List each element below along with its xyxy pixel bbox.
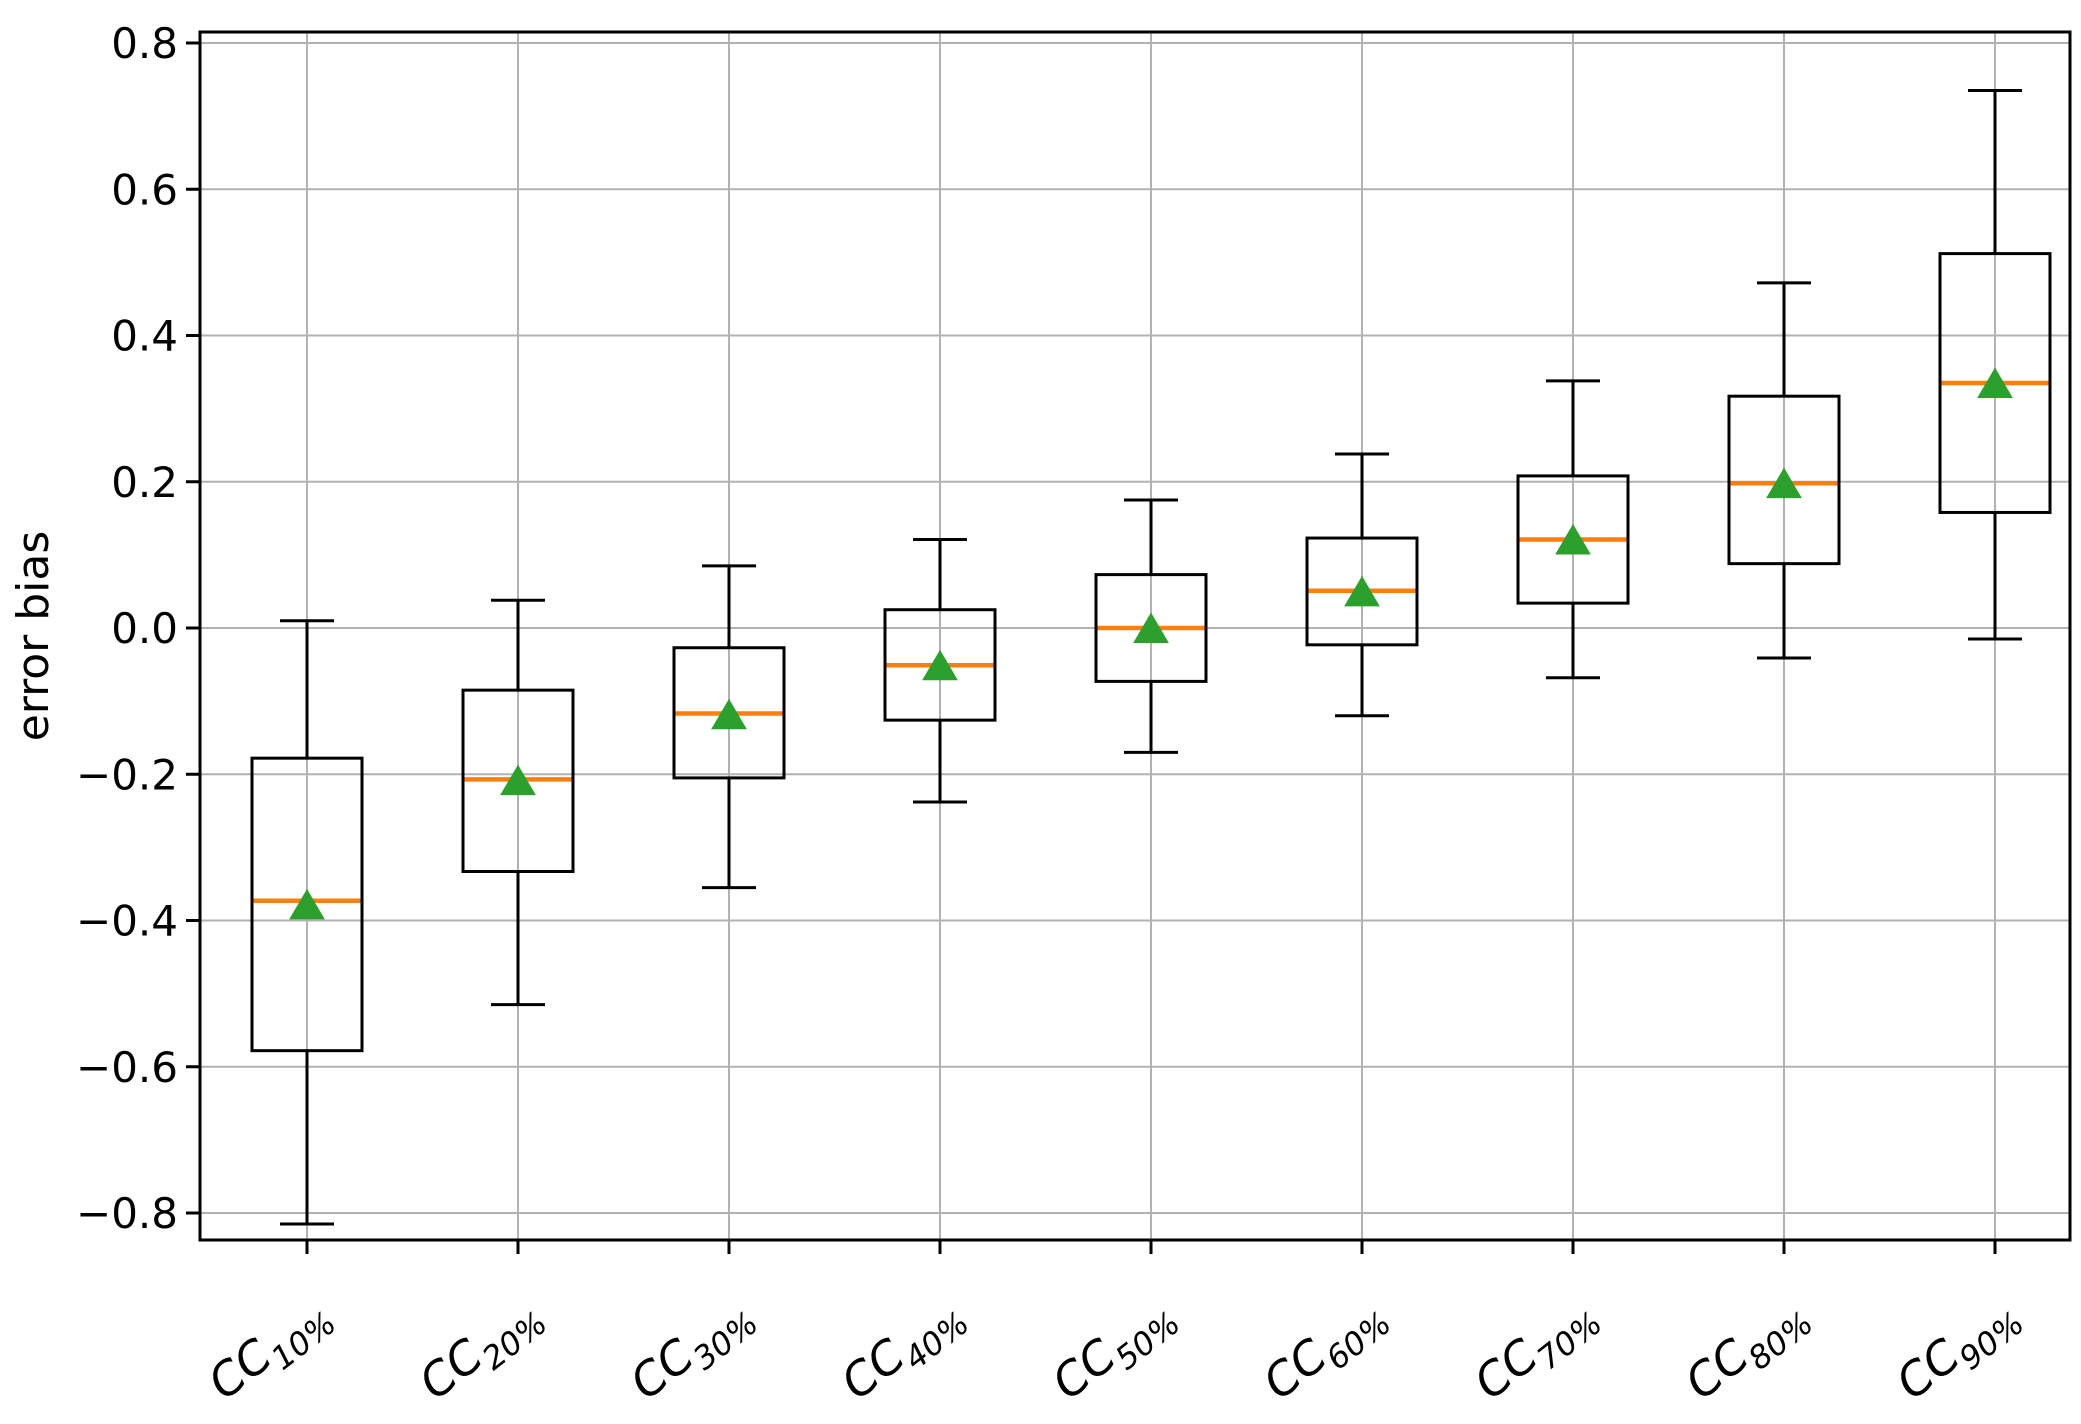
y-tick-label: 0.6 [111,165,178,214]
box-CC90% [1938,89,2052,641]
x-tick-label-CC20%: CC20% [409,1284,554,1417]
iqr-box [250,756,364,1053]
y-axis-label: error bias [8,531,59,742]
axes-frame-layer [198,30,2072,1242]
iqr-box [461,688,575,874]
iqr-box [1938,252,2052,514]
box-CC30% [672,564,786,890]
x-tick-label-CC40%: CC40% [831,1284,976,1417]
mean-triangle-marker [1977,367,2013,398]
mean-triangle-marker [1766,467,1802,499]
y-tick-label: −0.4 [76,897,178,946]
iqr-box [672,646,786,780]
y-tick-label: 0.2 [111,458,178,507]
x-tick-label-CC50%: CC50% [1042,1284,1187,1417]
box-CC80% [1727,281,1841,660]
mean-triangle-marker [922,649,958,681]
x-tick-label-CC10%: CC10% [198,1284,343,1417]
y-tick-label: 0.4 [111,312,178,361]
y-tick-label: −0.6 [76,1043,178,1092]
mean-triangle-marker [1133,612,1169,643]
mean-triangle-marker [1555,523,1591,555]
x-tick-label-CC30%: CC30% [620,1284,765,1417]
x-tick-label-CC90%: CC90% [1886,1284,2031,1417]
y-tick-label: 0.0 [111,604,178,653]
iqr-box [883,608,997,722]
box-CC10% [250,619,364,1226]
y-tick-label: −0.2 [76,750,178,799]
box-CC20% [461,598,575,1007]
box-CC60% [1305,452,1419,718]
mean-triangle-marker [289,888,325,920]
mean-triangle-marker [500,764,536,796]
plot-frame [198,30,2072,1242]
tick-layer: 0.8 0.6 0.4 0.2 0.0 −0.2 −0.4 −0.6 −0.8 CC10% CC20… [76,19,2031,1417]
box-CC40% [883,538,997,804]
iqr-box [1516,474,1630,605]
x-tick-label-CC80%: CC80% [1675,1284,1820,1417]
x-tick-label-CC70%: CC70% [1464,1284,1609,1417]
y-tick-label: 0.8 [111,19,178,68]
x-tick-label-CC60%: CC60% [1253,1284,1398,1417]
mean-triangle-marker [1344,575,1380,607]
iqr-box [1305,536,1419,647]
box-layer [250,89,2052,1226]
box-CC70% [1516,379,1630,680]
y-tick-label: −0.8 [76,1189,178,1238]
iqr-box [1727,394,1841,566]
mean-triangle-marker [711,698,747,730]
box-CC50% [1094,498,1208,754]
iqr-box [1094,573,1208,683]
